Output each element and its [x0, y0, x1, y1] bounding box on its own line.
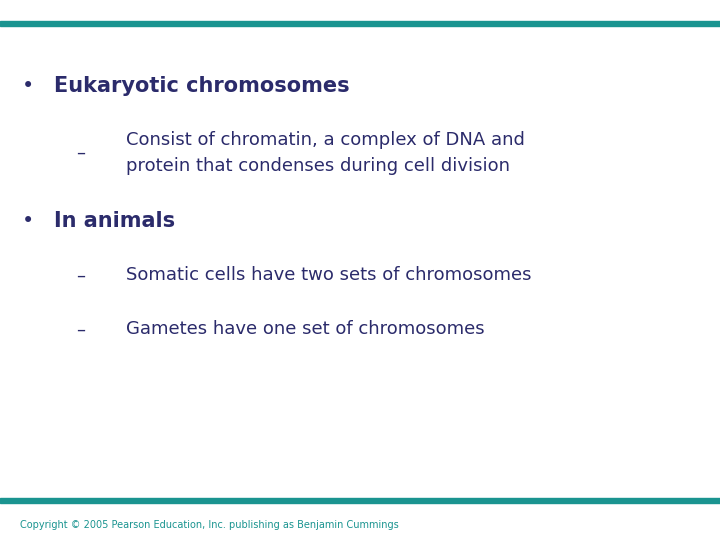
- Text: Consist of chromatin, a complex of DNA and: Consist of chromatin, a complex of DNA a…: [126, 131, 525, 150]
- Text: –: –: [76, 266, 85, 285]
- Bar: [0, 498, 720, 503]
- Text: Somatic cells have two sets of chromosomes: Somatic cells have two sets of chromosom…: [126, 266, 531, 285]
- Text: protein that condenses during cell division: protein that condenses during cell divis…: [126, 157, 510, 175]
- Text: –: –: [76, 144, 85, 162]
- Text: Copyright © 2005 Pearson Education, Inc. publishing as Benjamin Cummings: Copyright © 2005 Pearson Education, Inc.…: [20, 520, 399, 530]
- Bar: [0, 21, 720, 26]
- Text: •: •: [22, 76, 34, 97]
- Text: Gametes have one set of chromosomes: Gametes have one set of chromosomes: [126, 320, 485, 339]
- Text: In animals: In animals: [54, 211, 175, 232]
- Text: Eukaryotic chromosomes: Eukaryotic chromosomes: [54, 76, 350, 97]
- Text: •: •: [22, 211, 34, 232]
- Text: –: –: [76, 320, 85, 339]
